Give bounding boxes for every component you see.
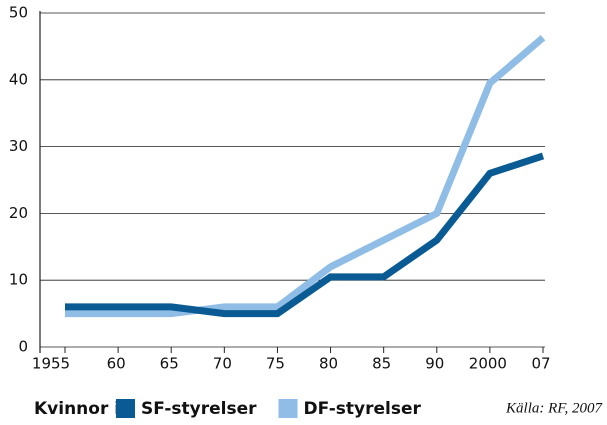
legend-label: SF-styrelser: [141, 399, 257, 419]
x-tick-label: 1955: [32, 355, 70, 373]
x-tick-label: 60: [107, 355, 126, 373]
x-tick-label: 65: [160, 355, 179, 373]
x-tick-label: 75: [266, 355, 285, 373]
y-tick-label: 40: [9, 70, 28, 88]
x-tick-label: 2000: [469, 355, 507, 373]
series-line: [65, 35, 546, 318]
x-tick-label: 85: [372, 355, 391, 373]
source: Källa: RF, 2007: [505, 400, 603, 416]
legend-swatch: [278, 399, 298, 418]
y-tick-label: 10: [9, 271, 28, 289]
x-tick-label: 07: [531, 355, 550, 373]
y-tick-label: 50: [9, 4, 28, 22]
y-tick-label: 20: [9, 204, 28, 222]
legend-label: DF-styrelser: [304, 399, 422, 419]
x-tick-label: 80: [319, 355, 338, 373]
legend-title: Kvinnor i: [34, 399, 120, 419]
y-tick-label: 30: [9, 137, 28, 155]
legend-swatch: [116, 399, 135, 418]
series-line: [65, 152, 545, 318]
y-tick-label: 0: [18, 338, 28, 356]
x-tick-label: 90: [425, 355, 444, 373]
x-tick-label: 70: [213, 355, 232, 373]
